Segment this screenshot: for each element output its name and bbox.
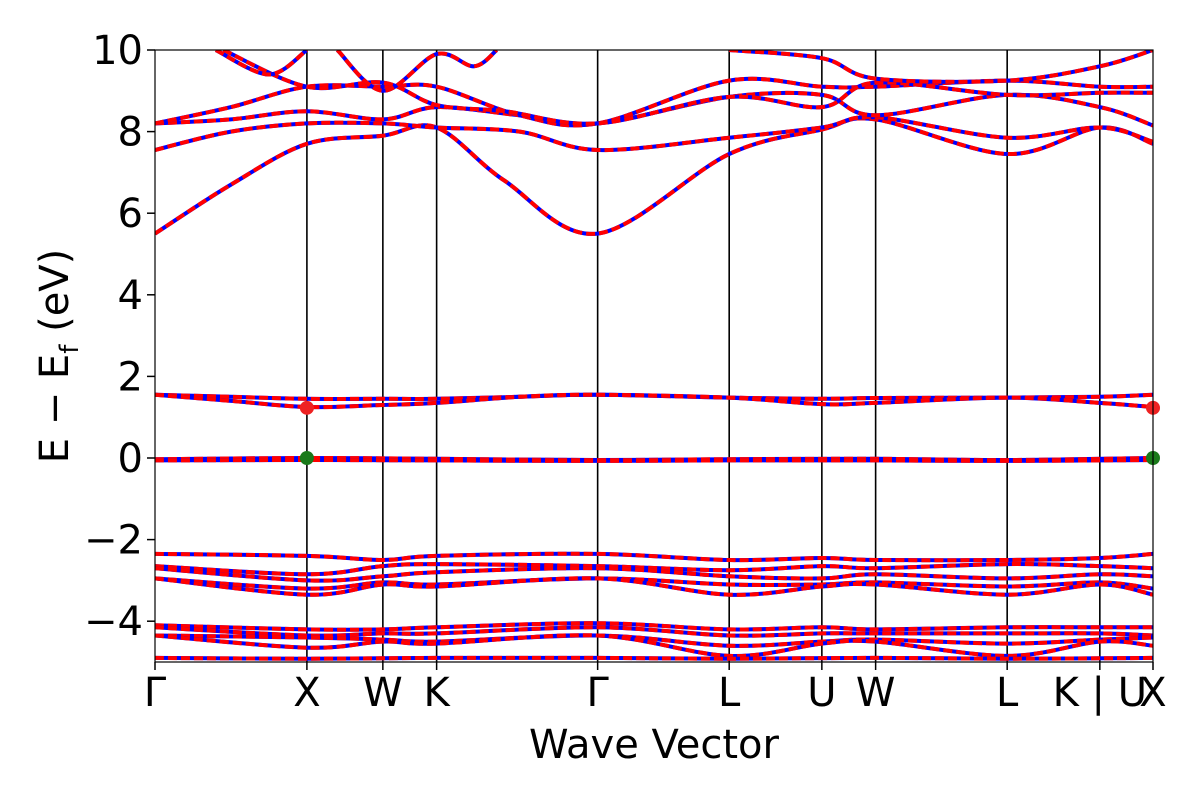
band-down-18: [155, 625, 1153, 638]
band-down-9: [155, 392, 1153, 410]
band-edge-marker-2: [299, 451, 314, 465]
y-tick-label-7: −4: [84, 599, 143, 645]
band-down-20: [155, 633, 1153, 658]
x-tick-label-1: X: [293, 670, 320, 716]
x-axis-title: Wave Vector: [529, 722, 780, 768]
y-tick-label-3: 4: [118, 273, 143, 319]
band-down-17: [155, 621, 1153, 632]
band-down-2: [155, 90, 1153, 128]
band-down-7: [729, 50, 1153, 84]
band-down-14: [155, 566, 1153, 583]
x-tick-label-4: Γ: [586, 670, 609, 716]
band-up-2: [155, 90, 1153, 128]
y-tick-label-0: 10: [92, 28, 143, 74]
x-tick-label-3: K: [424, 670, 452, 716]
band-down-12: [155, 551, 1153, 563]
y-axis-title-unit: (eV): [32, 249, 78, 345]
y-axis: 10 8 6 4 2 0 −2 −4: [84, 28, 155, 645]
band-down-13: [155, 562, 1153, 577]
x-tick-label-8: L: [996, 670, 1019, 716]
band-down-15: [155, 576, 1153, 591]
band-down-5: [214, 50, 309, 77]
plot-frame: [154, 49, 1154, 663]
band-down-0: [155, 116, 1153, 236]
band-down-16: [155, 576, 1153, 597]
band-down-1: [155, 115, 1153, 153]
x-tick-label-9: K | U: [1053, 670, 1147, 716]
x-tick-label-6: U: [807, 670, 836, 716]
y-axis-title-main: E − E: [32, 354, 78, 464]
y-tick-label-1: 8: [118, 110, 143, 156]
x-tick-label-2: W: [363, 670, 403, 716]
band-down-21: [155, 655, 1153, 661]
band-down-19: [155, 633, 1153, 648]
band-down-4: [222, 50, 1153, 126]
y-tick-label-6: −2: [84, 518, 143, 564]
x-tick-label-7: W: [856, 670, 896, 716]
bands-group: [155, 50, 1153, 661]
band-down-6: [335, 50, 499, 93]
band-edge-marker-0: [299, 400, 314, 415]
y-tick-label-4: 2: [118, 354, 143, 400]
y-tick-label-2: 6: [118, 191, 143, 237]
x-tick-label-0: Γ: [144, 670, 167, 716]
band-up-7: [729, 50, 1153, 84]
y-tick-label-5: 0: [118, 436, 143, 482]
band-down-11: [155, 457, 1153, 463]
x-tick-label-5: L: [718, 670, 741, 716]
y-axis-title-subscript: f: [55, 344, 85, 354]
x-tick-label-10: X: [1139, 670, 1166, 716]
y-axis-title: E − Ef (eV): [32, 249, 85, 464]
